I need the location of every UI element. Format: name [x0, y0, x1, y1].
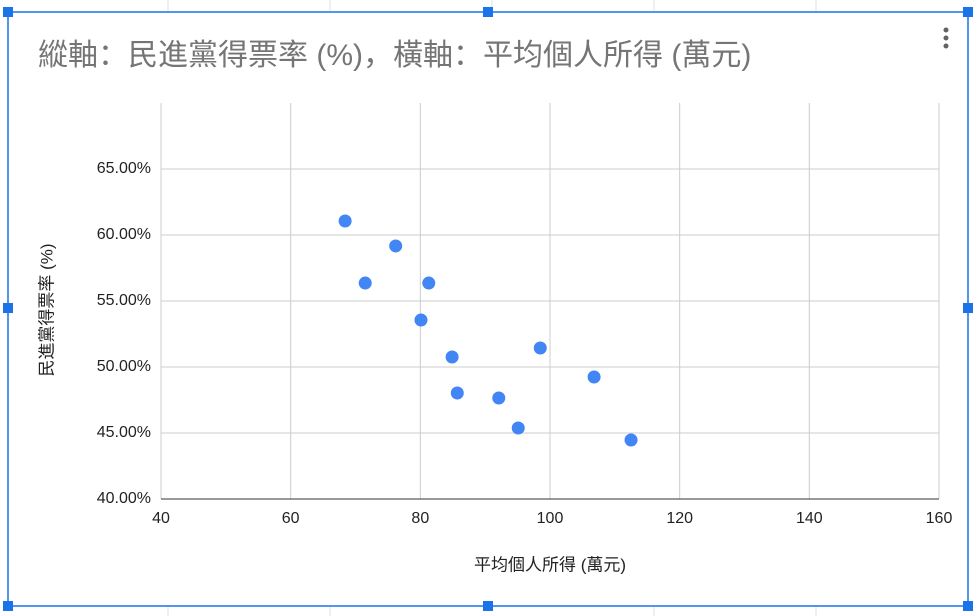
x-tick-label: 60 [282, 510, 300, 527]
y-tick-label: 45.00% [97, 424, 151, 441]
data-point [587, 370, 601, 384]
y-tick-label: 55.00% [97, 292, 151, 309]
menu-button[interactable] [943, 27, 949, 49]
data-point [358, 276, 372, 290]
x-tick-label: 120 [666, 510, 693, 527]
x-tick-label: 100 [537, 510, 564, 527]
x-axis-label: 平均個人所得 (萬元) [474, 555, 626, 574]
data-point [389, 239, 403, 253]
x-tick-label: 40 [152, 510, 170, 527]
y-tick-label: 65.00% [97, 160, 151, 177]
y-axis-label: 民進黨得票率 (%) [37, 243, 56, 376]
chart-title: 縱軸：民進黨得票率 (%)，橫軸：平均個人所得 (萬元) [38, 39, 751, 72]
y-tick-label: 60.00% [97, 226, 151, 243]
y-tick-label: 40.00% [97, 490, 151, 507]
data-point [422, 276, 436, 290]
data-point [624, 433, 638, 447]
data-point [414, 313, 428, 327]
x-tick-label: 80 [411, 510, 429, 527]
data-point [445, 350, 459, 364]
x-tick-label: 140 [796, 510, 823, 527]
y-tick-label: 50.00% [97, 358, 151, 375]
data-point [450, 386, 464, 400]
data-point [533, 341, 547, 355]
x-tick-label: 160 [926, 510, 953, 527]
selection-handles [3, 7, 973, 611]
data-point [511, 421, 525, 435]
sheet-grid [167, 0, 817, 616]
data-point [492, 391, 506, 405]
data-point [338, 214, 352, 228]
